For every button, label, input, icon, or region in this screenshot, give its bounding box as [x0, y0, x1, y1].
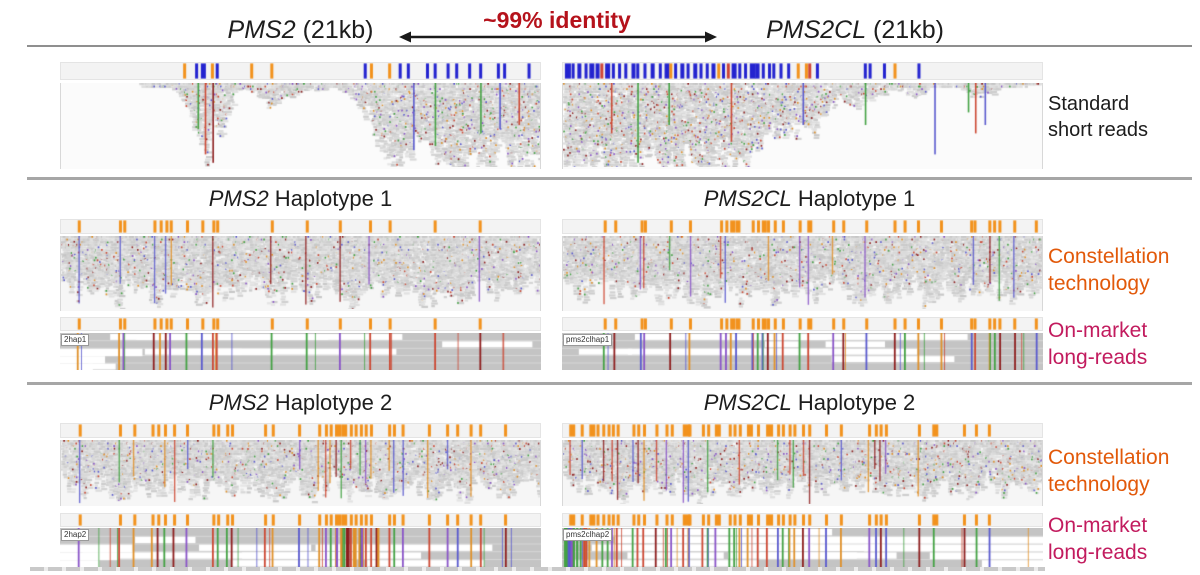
pms2cl-hap2-constellation-ticks — [563, 424, 1042, 437]
pms2-hap1-rest: Haplotype 1 — [268, 186, 393, 211]
pms2-hap1-longreads-variant-strip — [60, 317, 541, 331]
pms2-hap1-gene: PMS2 — [208, 186, 269, 211]
pms2cl-short-reads-pileup-canvas — [563, 83, 1042, 167]
pms2cl-hap1-constellation-pileup-canvas — [563, 236, 1042, 309]
identity-arrow — [399, 31, 717, 43]
pms2cl-gene-name: PMS2CL — [766, 16, 867, 44]
pms2cl-hap2-gene: PMS2CL — [703, 390, 792, 415]
read-group-label-pms2cl-hap1: pms2clhap1 — [563, 334, 613, 346]
longreads-side-label-hap1: On-market long-reads — [1048, 319, 1148, 369]
pms2cl-hap1-rest: Haplotype 1 — [791, 186, 916, 211]
pms2cl-hap1-longreads-block — [562, 333, 1043, 370]
pms2-size-label: (21kb) — [295, 16, 374, 44]
read-group-label-pms2-hap1: 2hap1 — [61, 334, 90, 346]
longreads-side-label-hap2: On-market long-reads — [1048, 514, 1148, 564]
pms2-hap1-constellation-ticks — [61, 220, 540, 233]
pms2-hap2-longreads-canvas — [60, 528, 541, 567]
pms2cl-hap1-constellation-variant-strip — [562, 219, 1043, 234]
pms2cl-hap1-constellation-pileup — [562, 236, 1043, 311]
pms2-short-reads-pileup-canvas — [61, 83, 540, 167]
pms2cl-hap2-header: PMS2CL Haplotype 2 — [562, 390, 1057, 416]
pms2cl-hap1-constellation-ticks — [563, 220, 1042, 233]
pms2-hap1-longreads-canvas — [60, 333, 541, 370]
identity-label: ~99% identity — [483, 7, 631, 33]
pms2cl-hap2-constellation-pileup-canvas — [563, 440, 1042, 504]
constellation-side-label-hap2: Constellation technology — [1048, 446, 1170, 496]
pms2cl-hap2-constellation-variant-strip — [562, 423, 1043, 438]
pms2-hap2-constellation-pileup — [60, 440, 541, 506]
pms2cl-short-reads-pileup — [562, 83, 1043, 169]
pms2cl-hap1-longreads-variant-strip — [562, 317, 1043, 331]
pms2cl-hap2-longreads-ticks — [563, 514, 1042, 526]
header-rule — [27, 45, 1192, 47]
constellation-side-label-hap1: Constellation technology — [1048, 245, 1170, 295]
pms2-short-reads-variant-strip — [60, 62, 541, 80]
bottom-rule — [30, 567, 1045, 571]
pms2cl-hap1-longreads-ticks — [563, 318, 1042, 330]
pms2-hap2-header: PMS2 Haplotype 2 — [60, 390, 541, 416]
pms2-hap2-longreads-ticks — [61, 514, 540, 526]
pms2-hap2-rest: Haplotype 2 — [268, 390, 393, 415]
pms2-short-reads-variant-ticks — [61, 63, 540, 79]
pms2-hap1-longreads-ticks — [61, 318, 540, 330]
section-divider-2 — [27, 382, 1192, 385]
pms2cl-hap2-longreads-block — [562, 528, 1043, 567]
pms2-hap1-constellation-pileup-canvas — [61, 236, 540, 309]
pms2cl-hap2-constellation-pileup — [562, 440, 1043, 506]
pms2cl-hap2-longreads-variant-strip — [562, 513, 1043, 527]
pms2-hap2-constellation-pileup-canvas — [61, 440, 540, 504]
pms2-hap2-constellation-variant-strip — [60, 423, 541, 438]
pms2-short-reads-pileup — [60, 83, 541, 169]
pms2cl-hap2-longreads-canvas — [562, 528, 1043, 567]
pms2-title: PMS2 (21kb) — [60, 16, 541, 45]
pms2-gene-name: PMS2 — [227, 16, 296, 44]
pms2cl-short-reads-variant-strip — [562, 62, 1043, 80]
pms2-hap1-longreads-block — [60, 333, 541, 370]
pms2cl-hap1-longreads-canvas — [562, 333, 1043, 370]
read-group-label-pms2-hap2: 2hap2 — [61, 529, 90, 541]
pms2-hap2-constellation-ticks — [61, 424, 540, 437]
pms2cl-short-reads-variant-ticks — [563, 63, 1042, 79]
pms2cl-hap1-header: PMS2CL Haplotype 1 — [562, 186, 1057, 212]
pms2cl-title: PMS2CL (21kb) — [655, 16, 1055, 45]
pms2cl-size-label: (21kb) — [866, 16, 944, 44]
pms2-hap2-longreads-block — [60, 528, 541, 567]
short-reads-side-label: Standard short reads — [1048, 93, 1149, 141]
pms2-hap1-constellation-pileup — [60, 236, 541, 311]
pms2cl-hap2-rest: Haplotype 2 — [791, 390, 916, 415]
section-divider-1 — [27, 177, 1192, 180]
read-group-label-pms2cl-hap2: pms2clhap2 — [563, 529, 613, 541]
pms2-hap1-constellation-variant-strip — [60, 219, 541, 234]
pms2-hap2-longreads-variant-strip — [60, 513, 541, 527]
pms2-hap2-gene: PMS2 — [208, 390, 269, 415]
pms2-hap1-header: PMS2 Haplotype 1 — [60, 186, 541, 212]
pms2cl-hap1-gene: PMS2CL — [703, 186, 792, 211]
